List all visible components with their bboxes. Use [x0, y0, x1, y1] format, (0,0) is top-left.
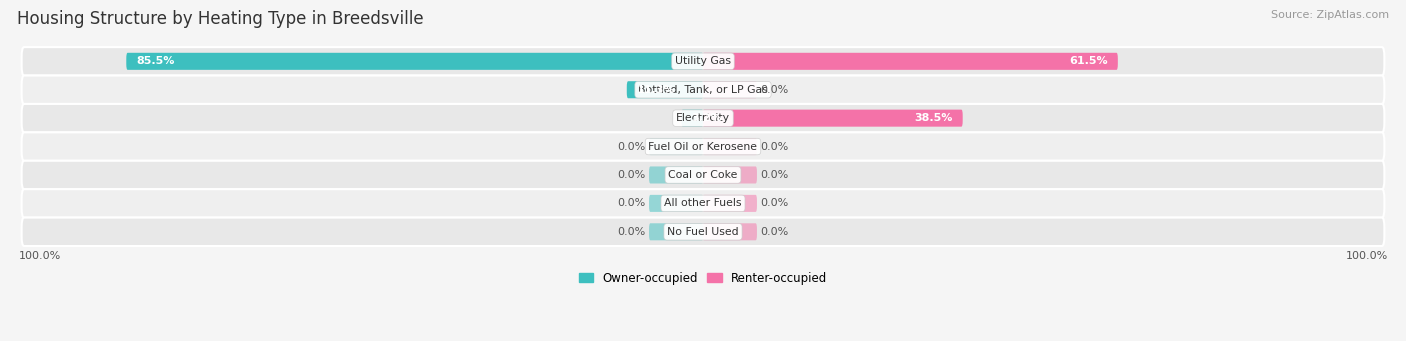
Text: Coal or Coke: Coal or Coke [668, 170, 738, 180]
FancyBboxPatch shape [127, 53, 703, 70]
Text: 11.3%: 11.3% [637, 85, 675, 95]
FancyBboxPatch shape [703, 109, 963, 127]
Text: 61.5%: 61.5% [1069, 56, 1108, 66]
Text: 0.0%: 0.0% [617, 198, 645, 208]
FancyBboxPatch shape [703, 223, 756, 240]
Text: 0.0%: 0.0% [761, 170, 789, 180]
Text: 0.0%: 0.0% [617, 142, 645, 151]
FancyBboxPatch shape [650, 223, 703, 240]
FancyBboxPatch shape [650, 195, 703, 212]
FancyBboxPatch shape [21, 75, 1385, 104]
FancyBboxPatch shape [21, 161, 1385, 189]
Text: 0.0%: 0.0% [617, 227, 645, 237]
Text: 100.0%: 100.0% [18, 251, 60, 261]
Text: Utility Gas: Utility Gas [675, 56, 731, 66]
Text: 0.0%: 0.0% [761, 227, 789, 237]
Text: 3.2%: 3.2% [692, 113, 723, 123]
Text: No Fuel Used: No Fuel Used [668, 227, 738, 237]
FancyBboxPatch shape [703, 195, 756, 212]
FancyBboxPatch shape [703, 81, 756, 98]
FancyBboxPatch shape [703, 138, 756, 155]
Text: 85.5%: 85.5% [136, 56, 174, 66]
Text: 0.0%: 0.0% [761, 85, 789, 95]
Text: Electricity: Electricity [676, 113, 730, 123]
Text: Fuel Oil or Kerosene: Fuel Oil or Kerosene [648, 142, 758, 151]
FancyBboxPatch shape [650, 166, 703, 183]
Text: 0.0%: 0.0% [761, 142, 789, 151]
Legend: Owner-occupied, Renter-occupied: Owner-occupied, Renter-occupied [574, 267, 832, 290]
FancyBboxPatch shape [21, 132, 1385, 161]
FancyBboxPatch shape [21, 218, 1385, 246]
FancyBboxPatch shape [703, 53, 1118, 70]
FancyBboxPatch shape [682, 109, 703, 127]
FancyBboxPatch shape [703, 166, 756, 183]
FancyBboxPatch shape [627, 81, 703, 98]
FancyBboxPatch shape [21, 47, 1385, 75]
Text: 100.0%: 100.0% [1346, 251, 1388, 261]
Text: Source: ZipAtlas.com: Source: ZipAtlas.com [1271, 10, 1389, 20]
Text: All other Fuels: All other Fuels [664, 198, 742, 208]
Text: 0.0%: 0.0% [617, 170, 645, 180]
Text: Bottled, Tank, or LP Gas: Bottled, Tank, or LP Gas [638, 85, 768, 95]
Text: Housing Structure by Heating Type in Breedsville: Housing Structure by Heating Type in Bre… [17, 10, 423, 28]
FancyBboxPatch shape [21, 189, 1385, 218]
FancyBboxPatch shape [21, 104, 1385, 132]
Text: 38.5%: 38.5% [914, 113, 953, 123]
Text: 0.0%: 0.0% [761, 198, 789, 208]
FancyBboxPatch shape [650, 138, 703, 155]
